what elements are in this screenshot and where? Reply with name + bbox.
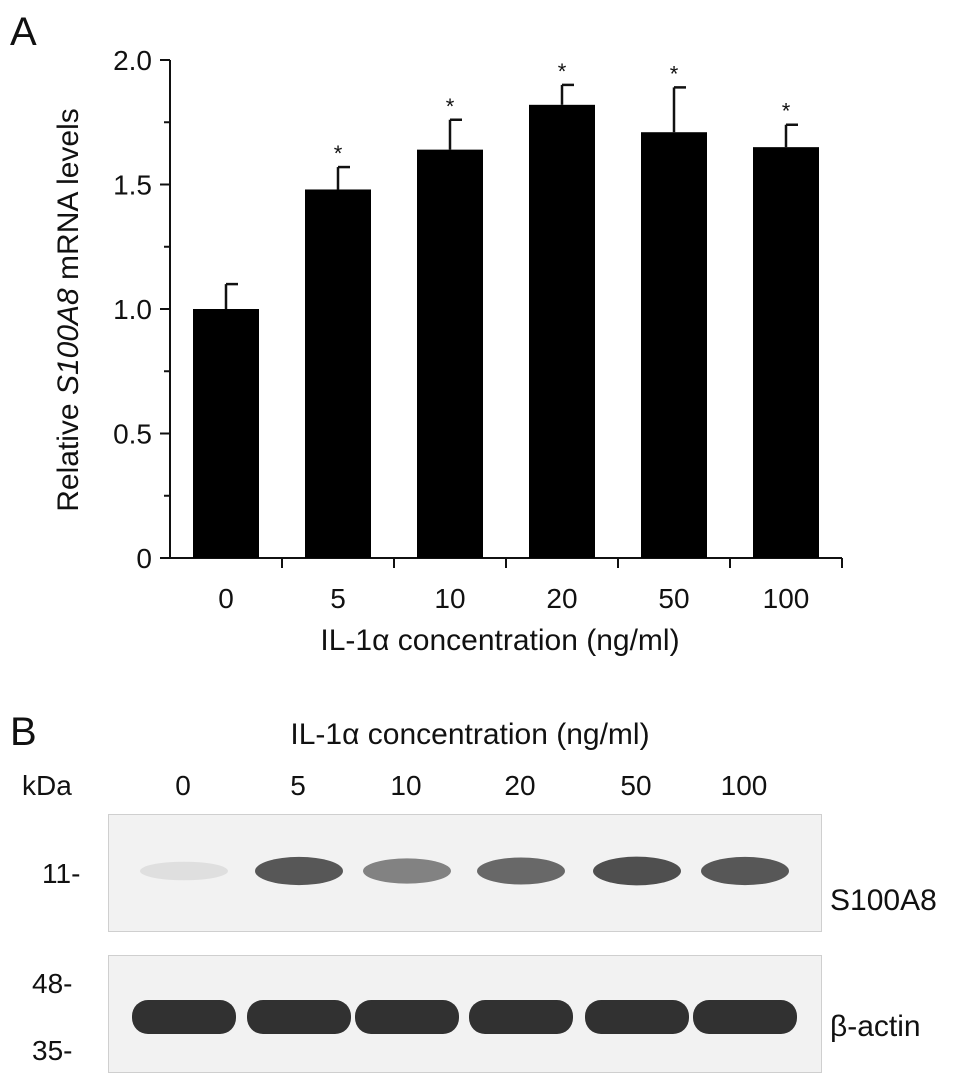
- lane-label-10: 10: [390, 770, 422, 801]
- x-axis-label: IL-1α concentration (ng/ml): [320, 624, 679, 657]
- y-tick-label: 2.0: [113, 45, 152, 76]
- significance-star: *: [446, 94, 455, 119]
- x-tick-label: 100: [763, 583, 810, 614]
- x-tick-label: 10: [434, 583, 465, 614]
- bar-10: [417, 149, 483, 558]
- s100a8-band-100: [701, 856, 789, 886]
- actin-band-5: [247, 1000, 351, 1034]
- s100a8-band-10: [363, 858, 451, 884]
- s100a8-band-0: [140, 861, 228, 881]
- x-tick-label: 20: [546, 583, 577, 614]
- s100a8-bands: [140, 856, 789, 886]
- marker-11: 11-: [42, 858, 81, 889]
- s100a8-label: S100A8: [830, 884, 937, 917]
- y-tick-label: 0.5: [113, 419, 152, 450]
- lane-label-50: 50: [620, 770, 652, 801]
- s100a8-band-50: [593, 856, 681, 886]
- x-tick-label: 50: [658, 583, 689, 614]
- bar-100: [753, 147, 819, 558]
- marker-48: 48-: [32, 968, 73, 999]
- y-axis-label: Relative S100A8 mRNA levels: [52, 108, 85, 512]
- marker-35: 35-: [32, 1035, 73, 1066]
- actin-label: β-actin: [830, 1010, 921, 1043]
- actin-band-20: [469, 1000, 573, 1034]
- y-label-suffix: mRNA levels: [52, 108, 85, 288]
- significance-star: *: [782, 99, 791, 124]
- blot-title: IL-1α concentration (ng/ml): [290, 718, 650, 751]
- svg-text:Relative S100A8 mRNA levels: Relative S100A8 mRNA levels: [52, 108, 85, 512]
- lane-label-20: 20: [504, 770, 536, 801]
- x-tick-label: 0: [218, 583, 234, 614]
- panel-a-letter: A: [10, 10, 37, 54]
- significance-star: *: [334, 141, 343, 166]
- bar-0: [193, 309, 259, 558]
- y-tick-label: 1.5: [113, 170, 152, 201]
- panel-b-letter: B: [10, 710, 37, 754]
- bar-chart: Relative S100A8 mRNA levels 0 0.5 1.0 1.5 2.…: [52, 45, 843, 657]
- axes: [169, 60, 842, 559]
- bar-5: [305, 189, 371, 559]
- bar-50: [641, 132, 707, 558]
- lane-label-100: 100: [720, 770, 768, 801]
- lane-label-0: 0: [175, 770, 191, 801]
- actin-blot: [108, 955, 822, 1073]
- x-tick-label: 5: [330, 583, 346, 614]
- actin-band-0: [132, 1000, 236, 1034]
- actin-band-10: [355, 1000, 459, 1034]
- actin-band-50: [585, 1000, 689, 1034]
- actin-band-100: [693, 1000, 797, 1034]
- significance-star: *: [670, 61, 679, 86]
- kda-label: kDa: [22, 770, 72, 801]
- significance-star: *: [558, 59, 567, 84]
- s100a8-band-5: [255, 856, 343, 886]
- actin-bands: [132, 1000, 797, 1034]
- s100a8-band-20: [477, 857, 565, 885]
- y-ticks: 0 0.5 1.0 1.5 2.0: [113, 45, 170, 574]
- s100a8-blot: [108, 814, 822, 932]
- y-label-gene: S100A8: [52, 288, 85, 395]
- x-ticks: 0 5 10 20 50 100: [218, 558, 843, 614]
- bars: * * * * *: [193, 59, 819, 559]
- lane-label-5: 5: [290, 770, 306, 801]
- y-tick-label: 1.0: [113, 294, 152, 325]
- bar-20: [529, 104, 595, 558]
- y-label-prefix: Relative: [52, 395, 85, 512]
- y-tick-label: 0: [136, 543, 152, 574]
